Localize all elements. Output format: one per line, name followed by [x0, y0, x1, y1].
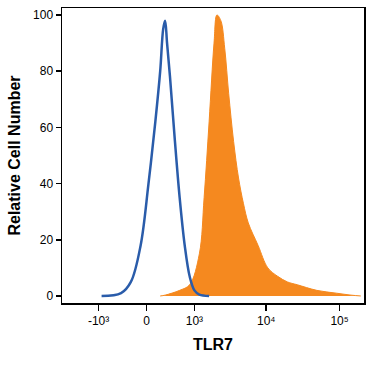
svg-text:-10³: -10³: [88, 314, 109, 328]
svg-text:10⁴: 10⁴: [257, 314, 276, 328]
svg-text:40: 40: [40, 177, 54, 191]
svg-text:20: 20: [40, 233, 54, 247]
svg-text:Relative Cell Number: Relative Cell Number: [6, 75, 23, 235]
svg-text:0: 0: [143, 314, 150, 328]
svg-text:10⁵: 10⁵: [330, 314, 348, 328]
svg-text:80: 80: [40, 64, 54, 78]
svg-text:10³: 10³: [186, 314, 203, 328]
svg-text:100: 100: [33, 8, 53, 22]
svg-text:TLR7: TLR7: [193, 336, 233, 353]
svg-text:60: 60: [40, 121, 54, 135]
svg-text:0: 0: [46, 289, 53, 303]
